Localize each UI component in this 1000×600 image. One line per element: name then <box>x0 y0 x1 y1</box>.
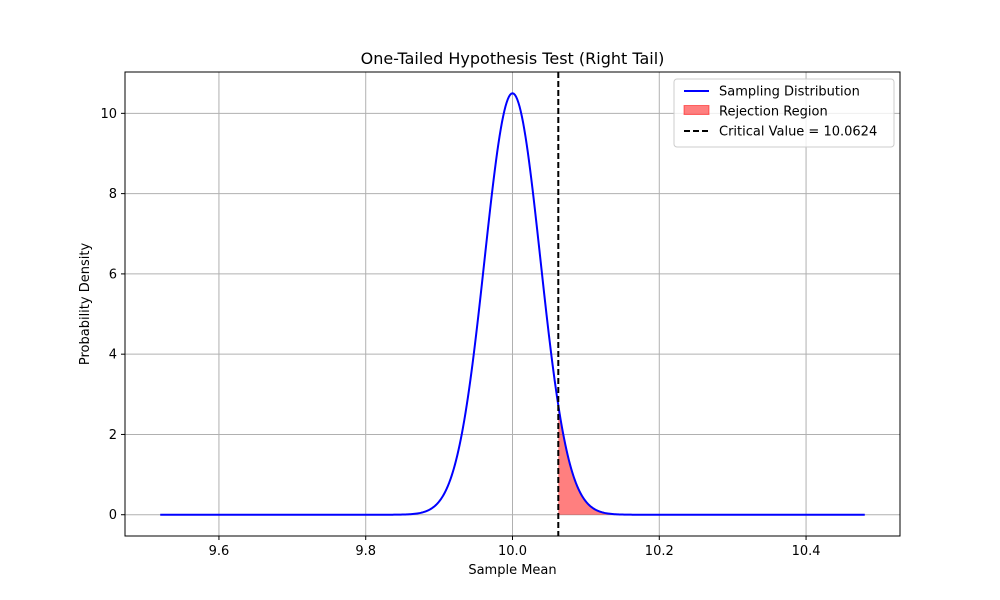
legend: Sampling Distribution Rejection Region C… <box>673 78 895 148</box>
y-tick-label: 4 <box>109 348 117 363</box>
x-tick-label: 10.4 <box>792 544 821 559</box>
y-tick-label: 0 <box>109 508 117 523</box>
data-layer <box>160 72 865 536</box>
y-tick-label: 10 <box>100 107 117 122</box>
chart-title: One-Tailed Hypothesis Test (Right Tail) <box>361 49 665 68</box>
legend-label-sampling-distribution: Sampling Distribution <box>719 85 860 100</box>
sampling-distribution-line <box>160 92 865 516</box>
y-axis-label: Probability Density <box>78 243 93 366</box>
y-tick-label: 8 <box>109 187 117 202</box>
x-tick-label: 9.6 <box>209 544 230 559</box>
x-tick-label: 9.8 <box>355 544 376 559</box>
tick-layer: 9.6 9.8 10.0 10.2 10.4 0 2 4 6 8 10 <box>100 107 820 559</box>
x-tick-label: 10.2 <box>645 544 674 559</box>
y-tick-label: 6 <box>109 267 117 282</box>
rejection-region-area <box>558 405 865 515</box>
legend-box <box>673 78 895 148</box>
legend-label-critical-value: Critical Value = 10.0624 <box>719 125 877 140</box>
x-tick-label: 10.0 <box>498 544 527 559</box>
y-tick-label: 2 <box>109 428 117 443</box>
legend-label-rejection-region: Rejection Region <box>719 105 828 120</box>
legend-swatch-rejection-region <box>683 105 710 115</box>
x-axis-label: Sample Mean <box>468 563 556 578</box>
